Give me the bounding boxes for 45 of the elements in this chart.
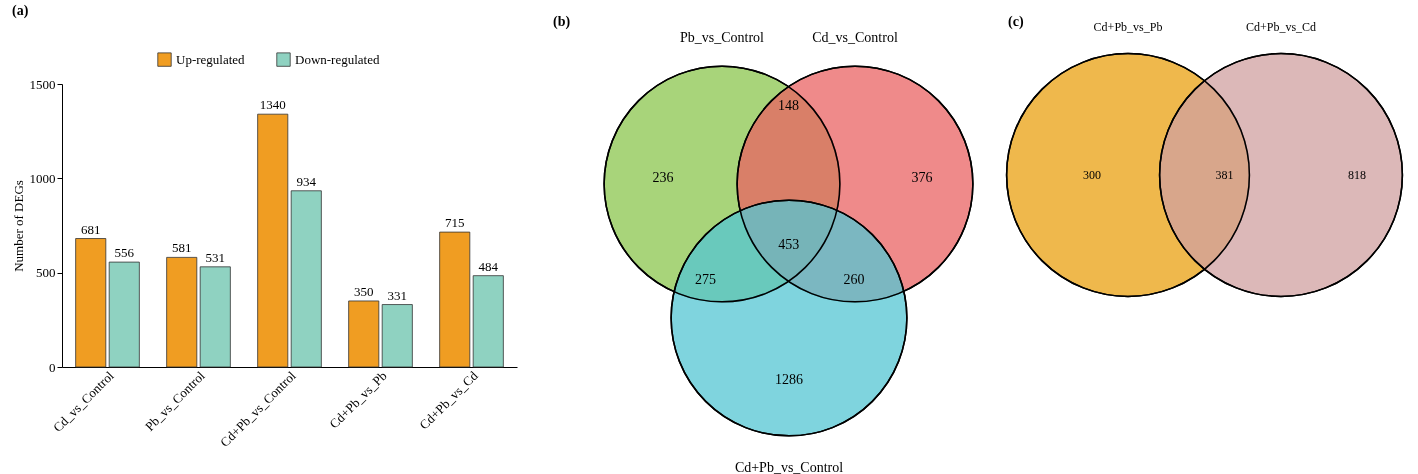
bar [108,261,140,368]
text: Cd+Pb_vs_Pb [1093,20,1163,34]
legend-label: Up-regulated [176,51,246,67]
text: (c) [1008,14,1024,30]
text: 300 [1083,168,1101,182]
bar [348,300,380,368]
chart-title: (a) [12,3,29,19]
text: 236 [652,170,674,185]
data-label: 350 [353,283,374,299]
bar [75,238,107,368]
text: Pb_vs_Control [679,30,765,45]
text: Cd+Pb_vs_Control [734,460,844,474]
y-tick-label: 0 [49,359,56,375]
bar [439,231,471,368]
bar [381,304,413,368]
y-tick-label: 500 [36,265,56,281]
text: 1286 [775,372,803,387]
text: (b) [553,14,571,30]
data-label: 484 [478,258,499,274]
text: 381 [1215,168,1234,182]
text: 453 [778,236,800,252]
data-label: 556 [114,245,135,261]
bar [166,256,198,368]
y-tick-label: 1500 [29,76,56,92]
data-label: 681 [80,221,101,237]
text: Cd+Pb_vs_Cd [1245,20,1317,34]
legend-label: Down-regulated [295,51,380,67]
y-axis-title: Number of DEGs [10,180,26,272]
data-label: 331 [387,287,408,303]
data-label: 934 [296,173,317,189]
text: 275 [695,272,716,287]
text: 818 [1348,168,1366,182]
data-label: 581 [171,240,192,256]
bar [257,113,289,368]
bar [199,266,231,368]
data-label: 715 [444,215,465,231]
data-label: 531 [205,249,226,265]
bar [290,190,322,368]
bar [472,275,504,368]
text: 376 [911,170,933,185]
data-label: 1340 [259,97,286,113]
text: 148 [778,98,799,113]
text: Cd_vs_Control [812,30,898,45]
y-tick-label: 1000 [29,170,56,186]
text: 260 [843,272,865,287]
